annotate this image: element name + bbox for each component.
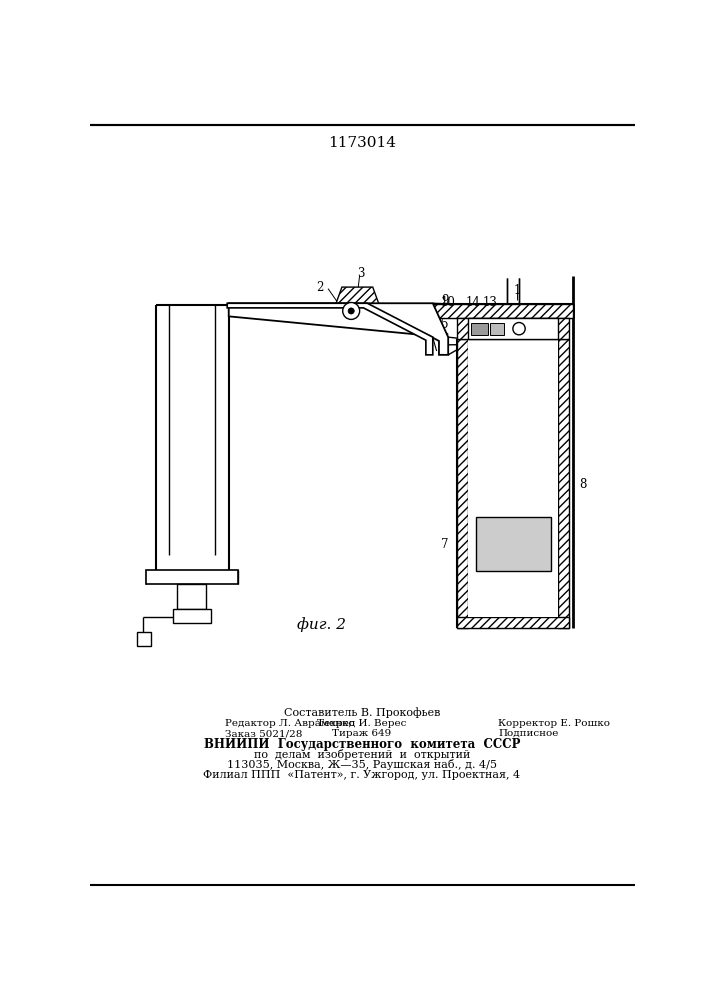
Circle shape <box>343 302 360 319</box>
Text: Тираж 649: Тираж 649 <box>332 729 392 738</box>
Text: Заказ 5021/28: Заказ 5021/28 <box>225 729 303 738</box>
Text: Техред И. Верес: Техред И. Верес <box>317 719 407 728</box>
Bar <box>137 632 151 646</box>
Text: 1: 1 <box>514 284 521 297</box>
Text: 2: 2 <box>317 281 324 294</box>
Bar <box>490 323 503 335</box>
Text: 6: 6 <box>441 333 449 346</box>
Bar <box>472 323 489 335</box>
Text: Подписное: Подписное <box>498 729 559 738</box>
Polygon shape <box>336 287 379 304</box>
Bar <box>559 339 569 628</box>
Text: 14: 14 <box>465 296 480 309</box>
Text: 5: 5 <box>441 318 449 331</box>
Bar <box>457 339 468 628</box>
Polygon shape <box>227 303 433 355</box>
Text: 1173014: 1173014 <box>328 136 396 150</box>
Text: 10: 10 <box>440 296 455 309</box>
Bar <box>177 584 206 609</box>
Bar <box>173 609 211 623</box>
Text: ВНИИПИ  Государственного  комитета  СССР: ВНИИПИ Государственного комитета СССР <box>204 738 520 751</box>
Text: Редактор Л. Авраменко: Редактор Л. Авраменко <box>225 719 355 728</box>
Bar <box>468 339 559 617</box>
Text: 15: 15 <box>522 336 537 349</box>
Bar <box>146 570 238 584</box>
Text: 9: 9 <box>441 294 449 307</box>
Bar <box>457 617 569 628</box>
Polygon shape <box>229 303 448 355</box>
Text: 7: 7 <box>441 538 449 551</box>
Text: Корректор Е. Рошко: Корректор Е. Рошко <box>498 719 610 728</box>
Bar <box>476 517 551 571</box>
Text: 13: 13 <box>482 296 497 309</box>
Text: Филиал ППП  «Патент», г. Ужгород, ул. Проектная, 4: Филиал ППП «Патент», г. Ужгород, ул. Про… <box>204 770 520 780</box>
Text: Составитель В. Прокофьев: Составитель В. Прокофьев <box>284 708 440 718</box>
Text: 3: 3 <box>358 267 365 280</box>
Circle shape <box>348 308 354 314</box>
Bar <box>468 318 559 339</box>
Bar <box>333 304 573 318</box>
Text: 113035, Москва, Ж—35, Раушская наб., д. 4/5: 113035, Москва, Ж—35, Раушская наб., д. … <box>227 759 497 770</box>
Bar <box>457 318 569 339</box>
Text: по  делам  изобретений  и  открытий: по делам изобретений и открытий <box>254 749 470 760</box>
Text: фиг. 2: фиг. 2 <box>297 617 346 632</box>
Text: 8: 8 <box>579 478 587 491</box>
